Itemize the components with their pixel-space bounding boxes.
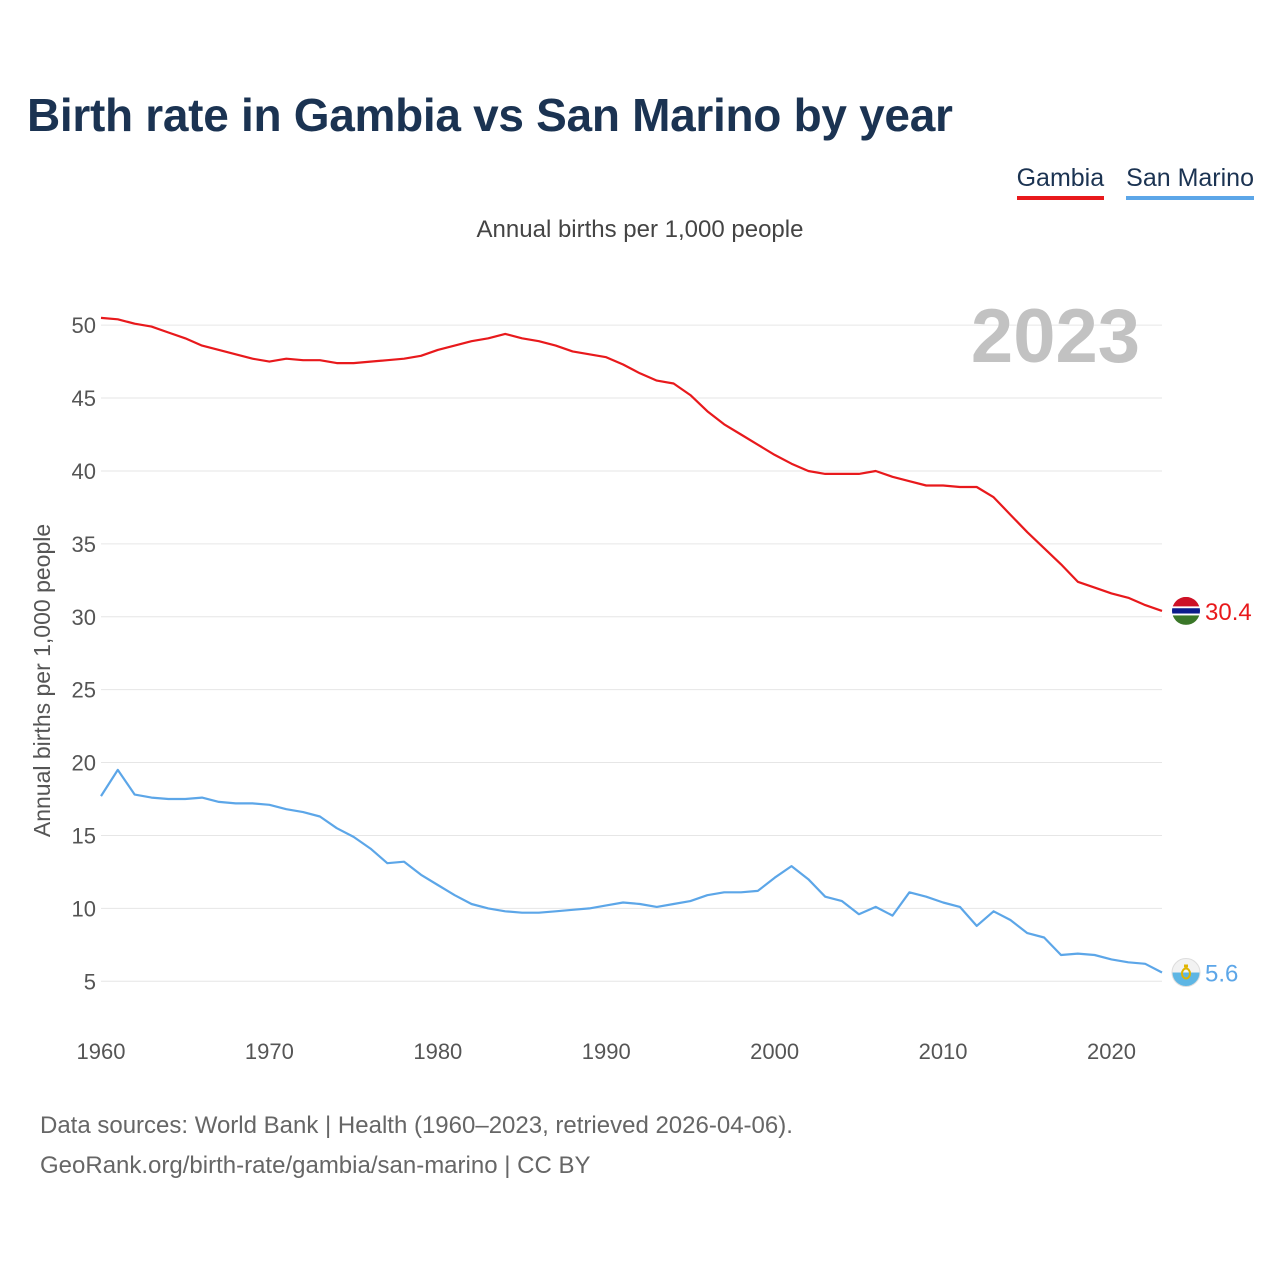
footer-sources: Data sources: World Bank | Health (1960–… (40, 1112, 793, 1139)
gambia-flag-icon (1172, 596, 1200, 625)
y-tick-label-10: 10 (72, 896, 96, 921)
legend: Gambia San Marino (1016, 164, 1254, 200)
y-axis-title: Annual births per 1,000 people (29, 524, 55, 837)
y-tick-label-5: 5 (84, 969, 96, 994)
x-tick-label-2010: 2010 (919, 1039, 968, 1064)
series-lines (100, 316, 1163, 974)
year-watermark: 2023 (971, 294, 1140, 379)
y-axis-ticks: 5 10 15 20 25 30 35 40 45 50 (72, 313, 96, 994)
y-tick-label-35: 35 (72, 532, 96, 557)
x-tick-label-1990: 1990 (582, 1039, 631, 1064)
x-tick-label-1960: 1960 (77, 1039, 126, 1064)
footer: Data sources: World Bank | Health (1960–… (40, 1106, 793, 1186)
chart-title: Birth rate in Gambia vs San Marino by ye… (27, 89, 953, 141)
san-marino-flag-icon (1171, 958, 1201, 988)
y-tick-label-20: 20 (72, 751, 96, 776)
series-line-gambia (100, 316, 1163, 612)
legend-item-san-marino[interactable]: San Marino (1126, 164, 1254, 200)
y-tick-label-50: 50 (72, 313, 96, 338)
y-tick-label-40: 40 (72, 459, 96, 484)
x-tick-label-2000: 2000 (750, 1039, 799, 1064)
x-axis-ticks: 1960 1970 1980 1990 2000 2010 2020 (77, 1039, 1136, 1064)
y-tick-label-15: 15 (72, 823, 96, 848)
grid-lines (101, 324, 1162, 982)
y-tick-label-30: 30 (72, 605, 96, 630)
gambia-end-value: 30.4 (1205, 599, 1252, 626)
y-tick-label-45: 45 (72, 386, 96, 411)
san-marino-end-value: 5.6 (1205, 961, 1238, 988)
legend-item-gambia[interactable]: Gambia (1016, 164, 1105, 200)
y-tick-label-25: 25 (72, 678, 96, 703)
footer-credit: GeoRank.org/birth-rate/gambia/san-marino… (40, 1152, 591, 1179)
x-tick-label-1970: 1970 (245, 1039, 294, 1064)
series-line-san-marino (100, 768, 1163, 974)
x-tick-label-1980: 1980 (413, 1039, 462, 1064)
chart-subtitle: Annual births per 1,000 people (476, 216, 804, 243)
x-tick-label-2020: 2020 (1087, 1039, 1136, 1064)
